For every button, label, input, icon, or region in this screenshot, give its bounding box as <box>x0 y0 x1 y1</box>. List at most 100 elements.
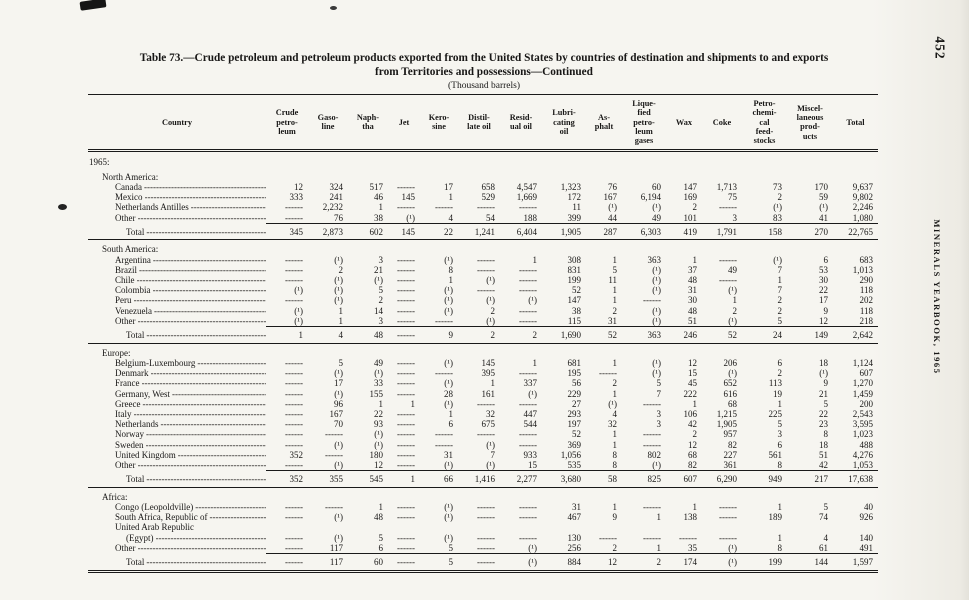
value-cell: 1 <box>777 502 783 513</box>
country-name: Sweden <box>115 439 144 450</box>
value-cell: ------ <box>388 326 420 344</box>
value-cell: 1 <box>692 502 698 513</box>
leader-dashes <box>134 295 267 305</box>
column-header-3: Naph-tha <box>348 93 388 153</box>
empty-cell <box>266 522 878 532</box>
value-cell: ------ <box>435 429 453 440</box>
value-cell: (¹) <box>334 388 343 399</box>
value-cell: 44 <box>608 212 617 223</box>
value-cell: ------ <box>477 285 495 296</box>
value-cell: 169 <box>683 192 698 203</box>
leader-dashes <box>154 306 266 316</box>
value-cell: (¹) <box>334 459 343 470</box>
value-cell: 66 <box>420 470 458 488</box>
value-cell: 1 <box>378 398 384 409</box>
value-cell: 21 <box>374 264 383 275</box>
value-cell: ------ <box>285 419 303 430</box>
value-cell: 49 <box>652 212 661 223</box>
value-cell: 206 <box>723 357 738 368</box>
value-cell: ------ <box>397 181 415 192</box>
value-cell: 48 <box>374 512 383 523</box>
value-cell: 22 <box>819 408 828 419</box>
value-cell: (¹) <box>652 305 661 316</box>
value-cell: ------ <box>285 275 303 286</box>
leader-dashes <box>146 557 266 567</box>
value-cell: 337 <box>523 378 538 389</box>
total-row: Total------11760------5------(¹)88412217… <box>88 553 878 573</box>
value-cell: 2 <box>490 305 496 316</box>
value-cell: ------ <box>397 512 415 523</box>
leader-dashes <box>191 202 266 212</box>
country-cell: United Arab Republic <box>88 522 266 532</box>
value-cell: 30 <box>688 295 697 306</box>
value-cell: 161 <box>481 388 496 399</box>
section-label: South America: <box>102 244 159 255</box>
country-name: Norway <box>115 429 144 440</box>
value-cell: (¹) <box>444 357 453 368</box>
value-cell: 56 <box>572 378 581 389</box>
table-row: South Africa, Republic of ------ (¹) 48 ----… <box>88 512 878 522</box>
value-cell: 1,690 <box>542 326 586 344</box>
value-cell: 652 <box>723 378 738 389</box>
value-cell: 4,276 <box>852 449 873 460</box>
table-subtitle: (Thousand barrels) <box>447 81 520 91</box>
table-row: Germany, West ------ (¹) 155 ------ 28 161 (¹) 2… <box>88 389 878 399</box>
value-cell: ------ <box>388 553 420 573</box>
value-cell: 49 <box>728 264 737 275</box>
value-cell: 12 <box>688 357 697 368</box>
column-header-9: As-phalt <box>586 93 622 153</box>
value-cell: 246 <box>666 326 702 344</box>
value-cell: (¹) <box>528 388 537 399</box>
leader-dashes <box>146 440 267 450</box>
country-cell: Canada <box>88 182 266 192</box>
country-cell: Other <box>88 543 266 554</box>
value-cell: (¹) <box>652 285 661 296</box>
leader-dashes <box>144 182 266 192</box>
country-cell: Total <box>88 326 266 344</box>
country-cell: (Egypt) <box>88 533 266 543</box>
leader-dashes <box>197 358 266 368</box>
value-cell: ------ <box>477 264 495 275</box>
value-cell: 1,597 <box>833 553 878 573</box>
value-cell: 3 <box>378 315 384 326</box>
value-cell: (¹) <box>374 275 383 286</box>
value-cell: 491 <box>859 542 874 553</box>
table-row: Other ------ (¹) 12 ------ (¹) (¹) 15 535 8 (¹) 82 3… <box>88 460 878 471</box>
value-cell: ------ <box>435 368 453 379</box>
value-cell: (¹) <box>334 368 343 379</box>
value-cell: ------ <box>285 542 303 553</box>
value-cell: 1,215 <box>716 408 737 419</box>
column-header-2: Gaso-line <box>308 93 348 153</box>
value-cell: 18 <box>819 439 828 450</box>
value-cell: 15 <box>688 368 697 379</box>
value-cell: 5 <box>420 553 458 573</box>
value-cell: 529 <box>481 192 496 203</box>
value-cell: 12 <box>819 315 828 326</box>
value-cell: 1,713 <box>716 181 737 192</box>
value-cell: 48 <box>688 275 697 286</box>
value-cell: 30 <box>819 275 828 286</box>
value-cell: 3,595 <box>852 419 873 430</box>
value-cell: 217 <box>787 470 833 488</box>
value-cell: 2 <box>612 378 618 389</box>
value-cell: (¹) <box>444 512 453 523</box>
value-cell: (¹) <box>334 532 343 543</box>
export-table: Country Crude petro-leum Gaso-line Naph-tha J… <box>88 93 878 573</box>
value-cell: 118 <box>859 285 873 296</box>
running-title: MINERALS YEARBOOK, 1965 <box>932 219 942 375</box>
value-cell: 22 <box>374 408 383 419</box>
value-cell: 607 <box>666 470 702 488</box>
value-cell: ------ <box>397 305 415 316</box>
value-cell: ------ <box>397 439 415 450</box>
value-cell: ------ <box>719 532 737 543</box>
value-cell: (¹) <box>486 295 495 306</box>
table-row: Greece ------ 96 1 1 (¹) ------ ------ 27 (¹) ----… <box>88 399 878 409</box>
country-cell: Chile <box>88 275 266 285</box>
country-name: Other <box>115 316 136 327</box>
value-cell: ------ <box>285 459 303 470</box>
value-cell: 6 <box>777 439 783 450</box>
country-cell: Mexico <box>88 192 266 202</box>
country-name: United Arab Republic <box>115 522 194 533</box>
table-row: Other (¹) 1 3 ------ ------ (¹) ------ 115 31 (¹) 5… <box>88 316 878 327</box>
value-cell: 333 <box>289 192 304 203</box>
